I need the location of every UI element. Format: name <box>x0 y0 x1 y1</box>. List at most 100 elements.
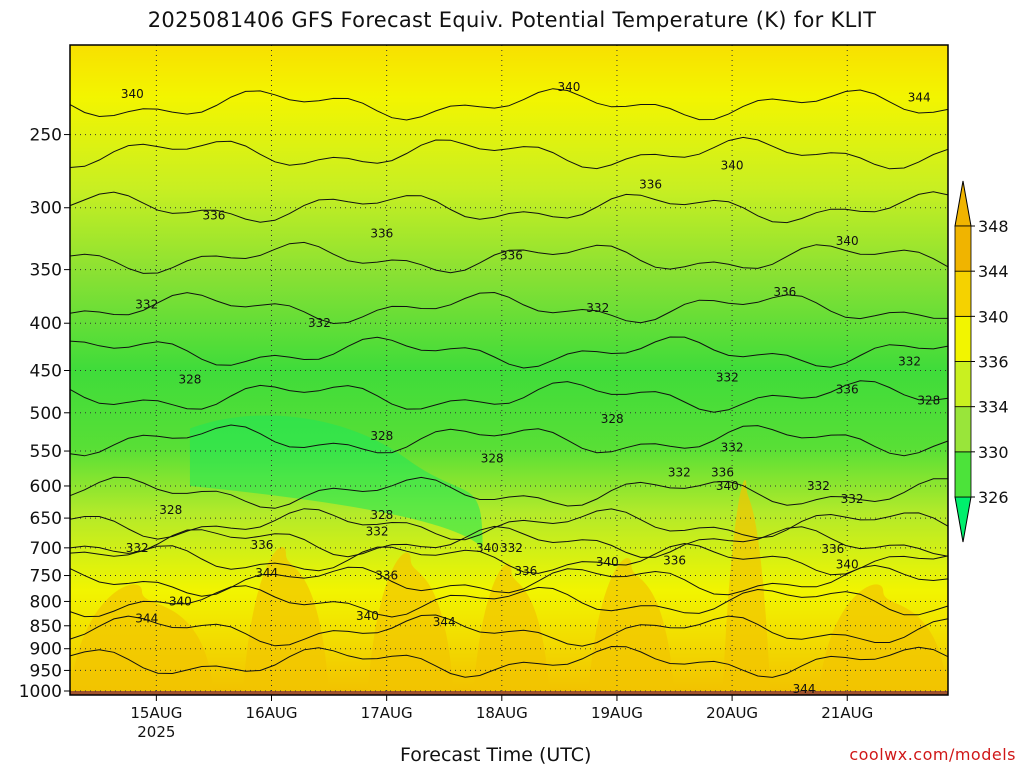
contour-label: 344 <box>793 682 816 696</box>
contour-label: 344 <box>433 615 456 629</box>
colorbar: 326 330 334 336 340 344 348 <box>954 180 1009 543</box>
y-tick-label: 350 <box>30 261 62 281</box>
contour-label: 332 <box>366 524 389 538</box>
x-axis-title: Forecast Time (UTC) <box>400 744 592 766</box>
y-tick-label: 1000 <box>19 682 62 702</box>
contour-label: 340 <box>169 594 192 608</box>
contour-line <box>69 380 949 413</box>
colorbar-segment <box>954 361 972 408</box>
contour-line <box>69 291 949 325</box>
contour-line <box>69 525 949 558</box>
contour-label: 328 <box>159 503 182 517</box>
contour-label: 332 <box>807 479 830 493</box>
contour-label: 328 <box>601 412 624 426</box>
x-tick-label: 20AUG <box>706 704 758 722</box>
colorbar-bottom-arrow <box>954 496 972 543</box>
y-tick-label: 800 <box>30 592 62 612</box>
y-tick-label: 900 <box>30 640 62 660</box>
warm-low-level-region <box>722 479 771 695</box>
contour-label: 332 <box>586 301 609 315</box>
contour-label: 336 <box>250 538 273 552</box>
colorbar-segment <box>954 315 972 362</box>
contour-label: 336 <box>711 465 734 479</box>
contour-label: 340 <box>596 555 619 569</box>
warm-low-level-region <box>473 563 550 695</box>
contour-line <box>69 336 949 369</box>
warm-low-level-region <box>70 584 214 695</box>
colorbar-label: 340 <box>978 307 1009 326</box>
contour-label: 340 <box>476 541 499 555</box>
y-tick-label: 400 <box>30 314 62 334</box>
y-tick-label: 750 <box>30 567 62 587</box>
contour-line <box>69 424 949 457</box>
contour-label: 332 <box>308 316 331 330</box>
contour-label: 336 <box>514 564 537 578</box>
contour-label: 340 <box>356 609 379 623</box>
contour-label: 336 <box>663 553 686 567</box>
contour-line <box>69 136 949 170</box>
colorbar-label: 344 <box>978 262 1009 281</box>
contour-label: 332 <box>898 354 921 368</box>
contour-label: 340 <box>558 80 581 94</box>
contour-label: 328 <box>481 451 504 465</box>
contour-label: 336 <box>836 383 859 397</box>
contour-label: 340 <box>836 558 859 572</box>
low-theta-core <box>189 415 483 548</box>
credit-text: coolwx.com/models <box>849 745 1016 764</box>
chart-title: 2025081406 GFS Forecast Equiv. Potential… <box>147 8 877 32</box>
contour-label: 344 <box>908 91 931 105</box>
contour-label: 336 <box>821 542 844 556</box>
x-tick-label: 21AUG <box>821 704 873 722</box>
y-tick-label: 600 <box>30 477 62 497</box>
contour-label: 344 <box>135 612 158 626</box>
contour-label: 340 <box>836 234 859 248</box>
x-tick-sublabel: 2025 <box>137 723 175 741</box>
contour-label: 336 <box>639 177 662 191</box>
contour-label: 340 <box>721 158 744 172</box>
colorbar-label: 348 <box>978 217 1009 236</box>
x-tick-label: 18AUG <box>476 704 528 722</box>
colorbar-label: 334 <box>978 398 1009 417</box>
y-tick-label: 950 <box>30 661 62 681</box>
contour-line <box>69 614 949 647</box>
contour-line <box>69 88 949 121</box>
contour-label: 340 <box>716 479 739 493</box>
contour-line <box>69 191 949 224</box>
contour-line <box>69 585 949 618</box>
y-tick-label: 700 <box>30 539 62 559</box>
contour-label: 328 <box>917 394 940 408</box>
contour-label: 344 <box>255 566 278 580</box>
contour-label: 332 <box>135 298 158 312</box>
contour-line <box>69 476 949 509</box>
contour-label: 336 <box>375 569 398 583</box>
contour-line <box>69 241 949 274</box>
contour-line <box>69 508 949 541</box>
contour-label: 328 <box>370 508 393 522</box>
colorbar-segment <box>954 451 972 498</box>
contour-line <box>69 645 949 678</box>
contour-label: 328 <box>370 429 393 443</box>
colorbar-label: 330 <box>978 443 1009 462</box>
contour-label: 332 <box>841 492 864 506</box>
contour-label: 332 <box>500 541 523 555</box>
ground-strip <box>70 691 948 695</box>
x-tick-label: 17AUG <box>361 704 413 722</box>
warm-low-level-region <box>367 552 454 695</box>
y-tick-label: 650 <box>30 509 62 529</box>
contour-label: 328 <box>178 372 201 386</box>
contour-label: 336 <box>202 209 225 223</box>
contour-label: 332 <box>126 541 149 555</box>
contour-label: 340 <box>121 87 144 101</box>
colorbar-segment <box>954 270 972 317</box>
contour-label: 332 <box>668 465 691 479</box>
x-tick-label: 16AUG <box>246 704 298 722</box>
warm-low-level-region <box>818 584 948 695</box>
warm-low-level-region <box>242 546 330 695</box>
contour-label: 336 <box>500 249 523 263</box>
contour-label: 332 <box>721 440 744 454</box>
contour-label: 336 <box>370 227 393 241</box>
y-tick-label: 500 <box>30 404 62 424</box>
colorbar-segment <box>954 225 972 272</box>
y-tick-label: 450 <box>30 361 62 381</box>
colorbar-label: 336 <box>978 353 1009 372</box>
